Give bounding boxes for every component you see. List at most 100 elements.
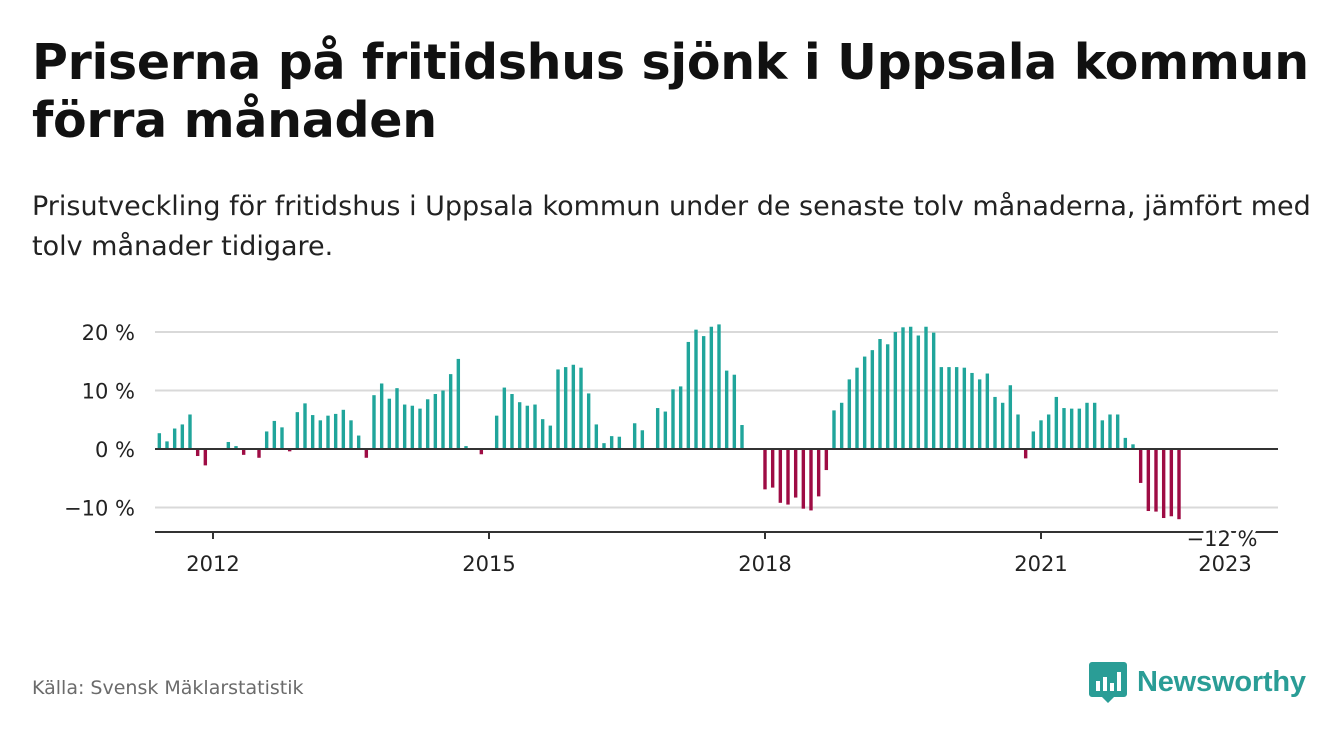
bar bbox=[172, 428, 177, 449]
chart-subtitle: Prisutveckling för fritidshus i Uppsala … bbox=[32, 191, 1311, 262]
last-value-label: −12 % bbox=[1187, 527, 1258, 551]
bar bbox=[916, 335, 921, 449]
bar bbox=[533, 404, 537, 449]
bar bbox=[763, 449, 767, 490]
bar bbox=[770, 449, 775, 488]
bar bbox=[793, 449, 798, 498]
bar bbox=[356, 435, 361, 449]
bar bbox=[479, 449, 484, 455]
bar bbox=[962, 367, 967, 449]
bar bbox=[816, 449, 821, 497]
bar bbox=[977, 379, 982, 449]
bar bbox=[502, 387, 507, 449]
bar bbox=[433, 394, 438, 449]
bar bbox=[655, 408, 660, 449]
bar bbox=[188, 414, 192, 449]
bar bbox=[1046, 414, 1051, 449]
bar bbox=[226, 441, 231, 449]
y-axis-labels: 20 % 10 % 0 % −10 % bbox=[64, 321, 135, 521]
bar bbox=[372, 395, 376, 449]
bar bbox=[671, 389, 675, 449]
bar bbox=[686, 341, 691, 449]
bar bbox=[1077, 408, 1082, 449]
bar bbox=[847, 379, 852, 449]
bar bbox=[709, 326, 714, 449]
bar bbox=[640, 430, 645, 449]
newsworthy-logo-icon bbox=[1089, 662, 1127, 703]
bar bbox=[310, 415, 315, 449]
bar bbox=[1000, 402, 1005, 449]
bar bbox=[985, 373, 990, 449]
x-tick-label: 2023 bbox=[1198, 552, 1251, 576]
bar bbox=[540, 419, 545, 449]
bar bbox=[287, 449, 292, 452]
x-axis: 2012 2015 2018 2021 2023 bbox=[155, 531, 1278, 576]
bar bbox=[257, 449, 261, 458]
y-tick-label: −10 % bbox=[64, 497, 135, 521]
bar bbox=[1062, 408, 1066, 449]
bar bbox=[724, 370, 729, 449]
brand-logo: Newsworthy bbox=[1088, 660, 1306, 704]
bar bbox=[387, 398, 392, 449]
bar bbox=[1169, 449, 1174, 517]
y-tick-label: 0 % bbox=[95, 438, 135, 462]
bar bbox=[203, 449, 208, 466]
bar bbox=[855, 367, 859, 449]
bar bbox=[525, 405, 530, 449]
bar bbox=[410, 405, 415, 449]
bar bbox=[893, 332, 898, 449]
bar bbox=[1154, 449, 1158, 512]
bar bbox=[234, 446, 238, 449]
bar bbox=[333, 413, 338, 449]
y-tick-label: 10 % bbox=[82, 380, 135, 404]
bar bbox=[1146, 449, 1151, 512]
bar bbox=[717, 324, 721, 449]
bar bbox=[824, 449, 829, 471]
bar bbox=[395, 388, 399, 449]
bar bbox=[939, 367, 944, 449]
bar bbox=[1085, 402, 1089, 449]
bar bbox=[1016, 414, 1020, 449]
bar bbox=[901, 327, 905, 449]
bar bbox=[809, 449, 813, 511]
bar bbox=[425, 399, 430, 449]
bar bbox=[778, 449, 783, 503]
x-tick-label: 2015 bbox=[462, 552, 515, 576]
bar bbox=[801, 449, 806, 509]
bar bbox=[510, 394, 514, 449]
bar bbox=[993, 396, 997, 449]
bar bbox=[1123, 437, 1128, 449]
x-tick-label: 2018 bbox=[738, 552, 791, 576]
bar bbox=[1069, 408, 1074, 449]
x-tick-label: 2021 bbox=[1014, 552, 1067, 576]
bar bbox=[464, 446, 468, 449]
bar bbox=[1031, 431, 1036, 449]
y-tick-label: 20 % bbox=[82, 321, 135, 345]
bar bbox=[878, 339, 882, 449]
bar bbox=[441, 390, 445, 449]
bar bbox=[1100, 420, 1105, 449]
bar bbox=[1177, 449, 1181, 520]
bar bbox=[195, 449, 200, 457]
bar bbox=[571, 364, 576, 449]
source-note: Källa: Svensk Mäklarstatistik bbox=[32, 677, 304, 699]
bar bbox=[326, 415, 330, 449]
bar bbox=[579, 367, 583, 449]
x-tick-label: 2012 bbox=[186, 552, 239, 576]
bar bbox=[379, 383, 384, 449]
bar bbox=[418, 408, 422, 449]
bar bbox=[586, 393, 591, 449]
bar bbox=[1092, 402, 1097, 449]
bar bbox=[341, 409, 346, 449]
bar bbox=[1161, 449, 1166, 519]
bar bbox=[448, 374, 453, 449]
bar bbox=[947, 367, 951, 449]
bar bbox=[617, 436, 622, 449]
bar bbox=[1039, 420, 1043, 449]
bar bbox=[494, 415, 499, 449]
bar bbox=[456, 358, 461, 449]
bar bbox=[295, 412, 300, 449]
bar bbox=[556, 369, 560, 449]
bar bbox=[931, 332, 936, 449]
bar bbox=[349, 420, 353, 449]
